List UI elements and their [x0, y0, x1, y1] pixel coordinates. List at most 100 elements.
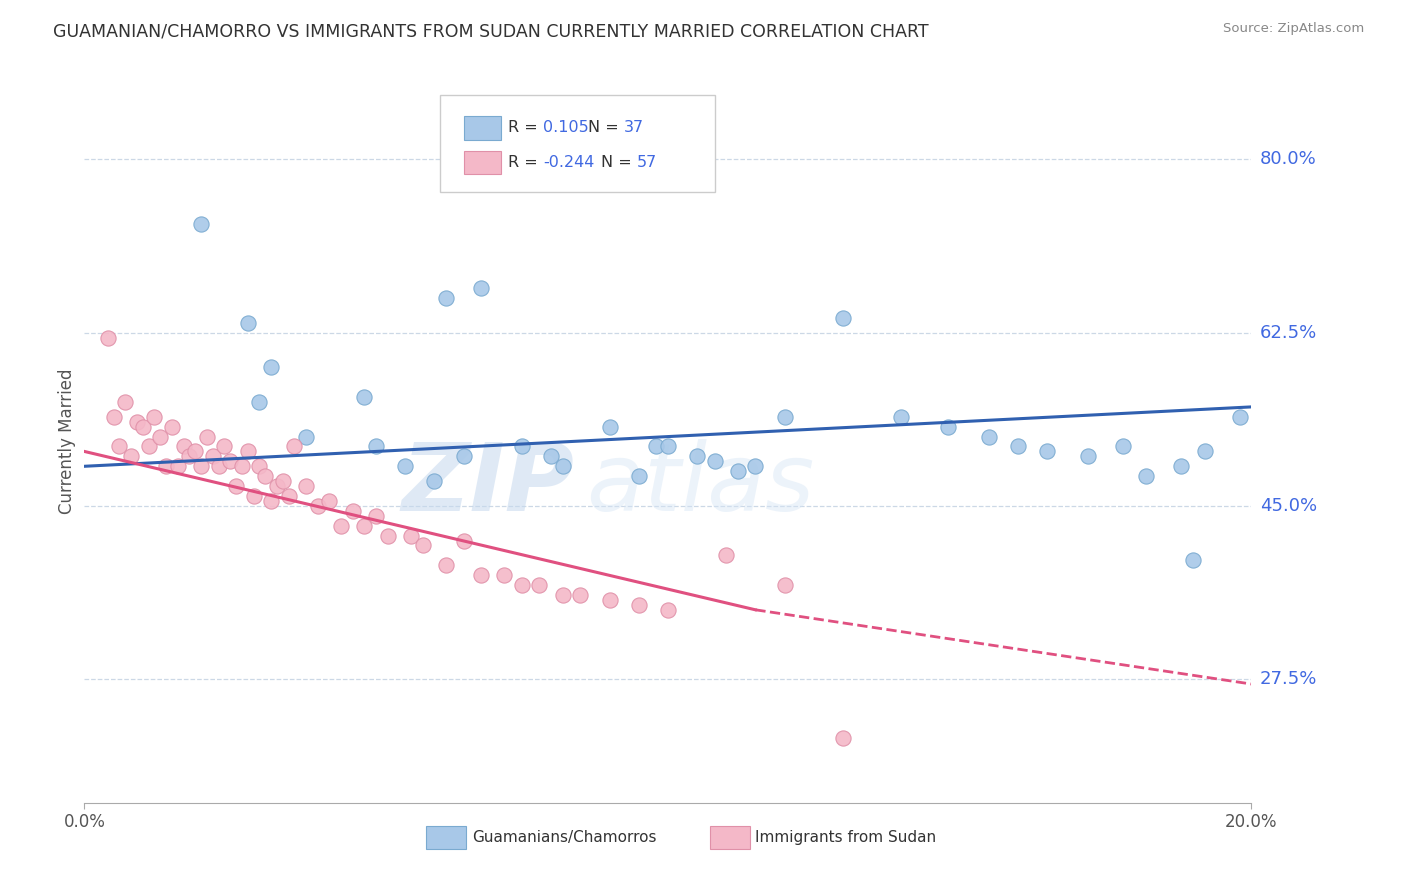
Point [260, 494, 283, 508]
Point [353, 390, 375, 404]
Point [277, 489, 299, 503]
Point [540, 450, 562, 464]
Text: ZIP: ZIP [402, 439, 575, 531]
Text: 80.0%: 80.0% [1260, 151, 1316, 169]
Point [236, 444, 259, 458]
Point [219, 454, 242, 468]
Text: 0.105: 0.105 [543, 120, 589, 136]
Text: 62.5%: 62.5% [1260, 324, 1317, 342]
Point [179, 450, 201, 464]
Point [201, 450, 224, 464]
Point [190, 459, 212, 474]
Point [160, 419, 183, 434]
Text: -0.244: -0.244 [543, 155, 595, 170]
Point [599, 593, 621, 607]
Point [342, 504, 364, 518]
Point [1077, 450, 1099, 464]
Point [773, 578, 796, 592]
Point [832, 731, 855, 746]
Point [423, 474, 446, 488]
FancyBboxPatch shape [464, 151, 501, 174]
Point [1170, 459, 1192, 474]
Point [645, 440, 668, 454]
Point [1112, 440, 1135, 454]
Point [657, 603, 679, 617]
Point [260, 360, 283, 375]
Text: GUAMANIAN/CHAMORRO VS IMMIGRANTS FROM SUDAN CURRENTLY MARRIED CORRELATION CHART: GUAMANIAN/CHAMORRO VS IMMIGRANTS FROM SU… [53, 22, 929, 40]
Point [236, 316, 259, 330]
Point [627, 598, 650, 612]
Point [132, 419, 155, 434]
Point [744, 459, 766, 474]
Point [366, 440, 388, 454]
Point [195, 429, 218, 443]
Point [569, 588, 592, 602]
Point [173, 440, 195, 454]
Point [529, 578, 551, 592]
Point [254, 469, 277, 483]
Text: R =: R = [508, 155, 543, 170]
Point [242, 489, 264, 503]
Point [686, 450, 709, 464]
Point [271, 474, 294, 488]
Point [890, 409, 912, 424]
Point [1194, 444, 1216, 458]
Point [657, 440, 679, 454]
Point [453, 450, 475, 464]
Y-axis label: Currently Married: Currently Married [58, 368, 76, 515]
Point [470, 281, 492, 295]
Text: 57: 57 [637, 155, 657, 170]
Point [249, 395, 271, 409]
Point [295, 429, 318, 443]
Text: Guamanians/Chamorros: Guamanians/Chamorros [472, 830, 657, 845]
Point [249, 459, 271, 474]
Point [434, 291, 457, 305]
Point [1036, 444, 1059, 458]
Point [149, 429, 172, 443]
Point [551, 588, 574, 602]
Point [773, 409, 796, 424]
Point [394, 459, 416, 474]
Point [1229, 409, 1251, 424]
Text: R =: R = [508, 120, 543, 136]
Point [184, 444, 207, 458]
Text: N =: N = [602, 155, 637, 170]
Text: Source: ZipAtlas.com: Source: ZipAtlas.com [1223, 22, 1364, 36]
Point [399, 528, 422, 542]
Point [627, 469, 650, 483]
Point [1182, 553, 1205, 567]
Point [97, 330, 120, 344]
Point [832, 310, 855, 325]
Point [510, 578, 533, 592]
Point [330, 518, 353, 533]
Point [470, 568, 492, 582]
Point [318, 494, 340, 508]
Point [977, 429, 1000, 443]
Point [295, 479, 318, 493]
Text: atlas: atlas [586, 440, 814, 531]
Point [143, 409, 166, 424]
Point [377, 528, 399, 542]
Point [190, 217, 212, 231]
Point [716, 549, 738, 563]
Point [207, 459, 229, 474]
Point [727, 464, 749, 478]
Point [453, 533, 475, 548]
Point [412, 539, 434, 553]
FancyBboxPatch shape [426, 826, 465, 849]
Point [225, 479, 247, 493]
Point [214, 440, 236, 454]
Text: 27.5%: 27.5% [1260, 670, 1317, 688]
Point [138, 440, 160, 454]
Point [125, 415, 148, 429]
Point [155, 459, 177, 474]
Point [366, 508, 388, 523]
FancyBboxPatch shape [710, 826, 749, 849]
Point [266, 479, 288, 493]
Point [1007, 440, 1029, 454]
Point [599, 419, 621, 434]
Text: Immigrants from Sudan: Immigrants from Sudan [755, 830, 936, 845]
FancyBboxPatch shape [464, 117, 501, 139]
Point [166, 459, 188, 474]
Point [551, 459, 574, 474]
